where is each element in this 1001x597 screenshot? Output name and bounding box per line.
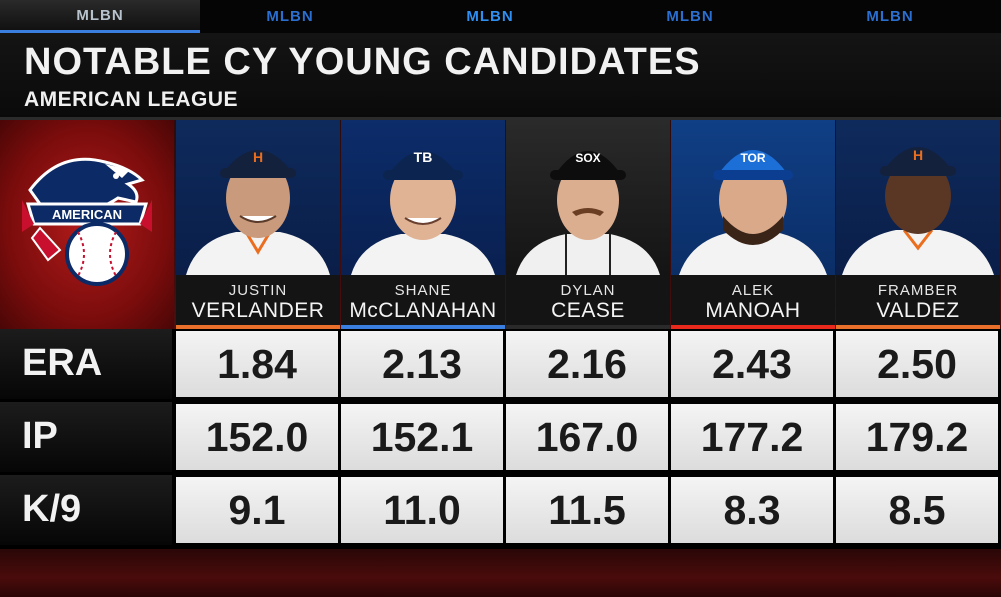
american-league-logo: AMERICAN <box>22 157 152 286</box>
stat-label: K/9 <box>22 488 82 530</box>
stat-cell: 2.16 <box>506 331 668 397</box>
stat-value: 177.2 <box>700 413 804 460</box>
stat-value: 152.0 <box>205 413 309 460</box>
title-bar: NOTABLE CY YOUNG CANDIDATES AMERICAN LEA… <box>0 33 1001 120</box>
cap-logo: TOR <box>740 151 765 165</box>
stat-label-cell: IP <box>0 402 172 472</box>
stat-value: 152.1 <box>370 413 474 460</box>
ticker-tab-5: MLBN <box>790 0 990 33</box>
cap-logo: TB <box>414 149 433 165</box>
stat-cell: 167.0 <box>506 404 668 470</box>
graphic-subtitle: AMERICAN LEAGUE <box>24 88 239 111</box>
stat-value: 179.2 <box>865 413 969 460</box>
stat-cell: 152.1 <box>341 404 503 470</box>
player-namebox: SHANE McCLANAHAN <box>341 275 505 329</box>
ticker-label: MLBN <box>666 8 714 25</box>
stat-cell: 8.3 <box>671 477 833 543</box>
ticker-tab-2: MLBN <box>190 0 390 33</box>
team-stripe <box>671 325 835 329</box>
player-photo: SOX <box>506 120 670 275</box>
stat-cell: 177.2 <box>671 404 833 470</box>
team-stripe <box>836 325 1000 329</box>
ticker-label: MLBN <box>266 8 314 25</box>
stat-cell: 152.0 <box>176 404 338 470</box>
stat-cell: 179.2 <box>836 404 998 470</box>
player-last-name: VERLANDER <box>191 299 325 322</box>
stat-cell: 11.5 <box>506 477 668 543</box>
player-first-name: JUSTIN <box>228 282 288 299</box>
player-photo: TOR <box>671 120 835 275</box>
player-namebox: JUSTIN VERLANDER <box>176 275 340 329</box>
stat-cell: 9.1 <box>176 477 338 543</box>
ticker-label: MLBN <box>866 8 914 25</box>
stat-value: 2.50 <box>877 340 957 387</box>
stat-row-era: ERA 1.84 2.13 2.16 2.43 2.50 <box>0 329 1001 399</box>
stat-value: 9.1 <box>228 486 286 533</box>
league-logo-panel: AMERICAN <box>0 120 174 329</box>
player-first-name: SHANE <box>394 282 452 299</box>
ticker-tab-1: MLBN <box>0 0 200 33</box>
player-photo: H <box>836 120 1000 275</box>
player-first-name: ALEK <box>731 282 775 299</box>
stat-cell: 1.84 <box>176 331 338 397</box>
stat-label-cell: K/9 <box>0 475 172 545</box>
stat-value: 1.84 <box>217 340 297 387</box>
team-stripe <box>341 325 505 329</box>
player-card-mcclanahan: TB SHANE McCLANAHAN <box>341 120 505 329</box>
player-last-name: CEASE <box>551 299 625 322</box>
league-logo-text: AMERICAN <box>52 207 122 222</box>
stat-value: 8.3 <box>723 486 781 533</box>
cap-logo: H <box>913 147 923 163</box>
stat-value: 8.5 <box>888 486 946 533</box>
player-first-name: FRAMBER <box>877 282 959 299</box>
player-photo: TB <box>341 120 505 275</box>
player-card-valdez: H FRAMBER VALDEZ <box>836 120 1000 329</box>
network-ticker: MLBN MLBN MLBN MLBN MLBN <box>0 0 1001 33</box>
player-card-manoah: TOR ALEK MANOAH <box>671 120 835 329</box>
stats-table: ERA 1.84 2.13 2.16 2.43 2.50 IP 152.0 15… <box>0 329 1001 549</box>
stat-label: IP <box>22 415 58 457</box>
stat-value: 2.16 <box>547 340 627 387</box>
stat-cell: 8.5 <box>836 477 998 543</box>
ticker-label: MLBN <box>466 8 514 25</box>
player-last-name: VALDEZ <box>876 299 960 322</box>
stat-row-ip: IP 152.0 152.1 167.0 177.2 179.2 <box>0 402 1001 472</box>
team-stripe <box>506 325 670 329</box>
player-namebox: DYLAN CEASE <box>506 275 670 329</box>
stat-label: ERA <box>22 342 103 384</box>
stat-value: 2.43 <box>712 340 792 387</box>
stat-row-k9: K/9 9.1 11.0 11.5 8.3 8.5 <box>0 475 1001 545</box>
team-stripe <box>176 325 340 329</box>
stat-label-cell: ERA <box>0 329 172 399</box>
graphic-title: NOTABLE CY YOUNG CANDIDATES <box>24 41 701 83</box>
player-last-name: McCLANAHAN <box>349 299 497 322</box>
stat-value: 11.0 <box>383 486 461 533</box>
player-namebox: ALEK MANOAH <box>671 275 835 329</box>
player-card-verlander: H JUSTIN VERLANDER <box>176 120 340 329</box>
cap-logo: H <box>253 149 263 165</box>
stat-cell: 2.43 <box>671 331 833 397</box>
player-last-name: MANOAH <box>705 299 801 322</box>
bottom-background <box>0 549 1001 597</box>
player-first-name: DYLAN <box>560 282 616 299</box>
player-photo: H <box>176 120 340 275</box>
stat-cell: 2.50 <box>836 331 998 397</box>
stat-value: 2.13 <box>382 340 462 387</box>
player-card-cease: SOX DYLAN CEASE <box>506 120 670 329</box>
stat-value: 11.5 <box>548 486 626 533</box>
stat-cell: 11.0 <box>341 477 503 543</box>
stat-value: 167.0 <box>535 413 639 460</box>
stat-cell: 2.13 <box>341 331 503 397</box>
cap-logo: SOX <box>575 151 600 165</box>
ticker-tab-4: MLBN <box>590 0 790 33</box>
ticker-label: MLBN <box>76 7 124 24</box>
player-namebox: FRAMBER VALDEZ <box>836 275 1000 329</box>
ticker-tab-3: MLBN <box>390 0 590 33</box>
